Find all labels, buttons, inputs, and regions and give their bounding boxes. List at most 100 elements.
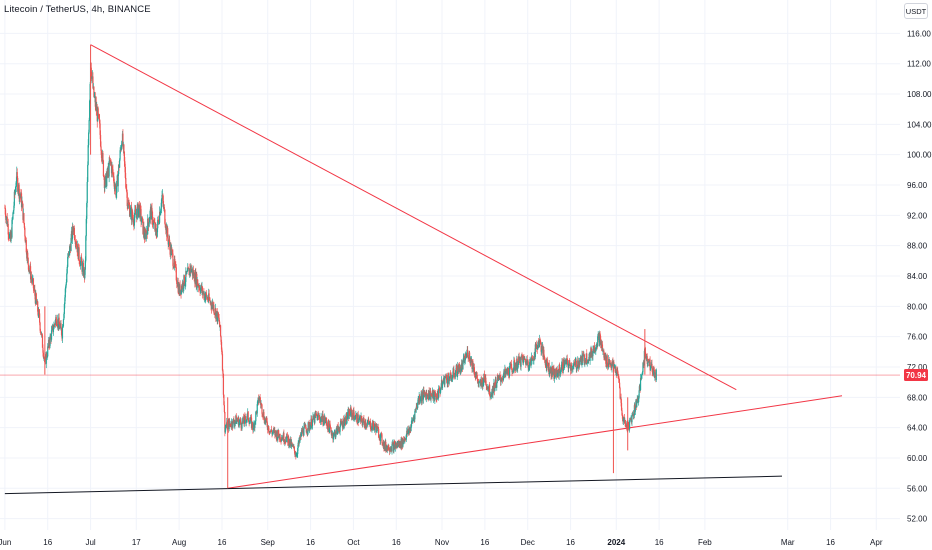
candle-body [133,217,135,226]
currency-button[interactable]: USDT [904,3,928,19]
candle-body [286,433,288,437]
candle-body [47,346,49,348]
candle-body [651,368,654,374]
candle-body [549,368,551,374]
candle-body [586,353,588,364]
candle-body [560,364,563,370]
candle-body [19,193,21,199]
candle-body [399,441,401,448]
candle-body [291,442,293,445]
candle-body [434,392,436,397]
candle-body [55,317,57,325]
candle-body [569,363,571,369]
candle-body [197,279,199,286]
x-tick-label: Mar [781,538,795,547]
candle-body [412,418,414,422]
candle-body [592,349,594,357]
candle-body [482,382,485,387]
candle-body [462,360,464,370]
candle-body [86,203,88,219]
candle-body [89,100,91,121]
candle-body [572,364,575,366]
candle-body [393,442,395,452]
candle-body [164,223,166,228]
candle-body [308,422,310,424]
candle-body [179,284,181,295]
candle-body [634,408,636,412]
descending-resistance-line [90,44,737,391]
candle-body [468,358,470,360]
candle-body [647,362,649,364]
candle-body [37,301,39,312]
candle-body [597,336,599,347]
candle-body [480,379,483,382]
price-axis[interactable]: 52.00 56.00 60.00 64.00 68.00 72.00 76.00 80.00… [907,29,932,523]
candle-body [505,371,507,374]
candle-body [438,388,440,398]
candle-body [329,427,332,428]
y-tick-label: 96.00 [907,181,928,190]
candle-body [207,300,209,302]
candle-body [151,211,154,225]
candle-body [639,377,642,391]
candle-body [318,414,320,417]
candle-body [156,236,158,238]
candle-body [344,417,346,424]
candle-body [523,356,525,360]
candle-body [648,359,650,362]
candle-body [587,359,589,361]
candle-body [544,357,546,363]
candle-body [268,425,270,432]
candle-body [5,217,7,220]
candle-body [187,267,189,269]
candle-body [99,119,101,124]
candle-body [98,114,100,120]
candle-body [365,422,367,427]
candle-body [333,432,335,438]
candle-body [134,209,136,218]
candle-body [15,181,17,188]
candle-body [346,417,348,420]
candle-body [532,358,535,361]
candle-body [138,208,140,217]
candle-body [150,207,153,220]
candle-body [100,146,102,151]
candle-body [599,335,602,345]
candle-body [422,390,425,400]
y-tick-label: 116.00 [907,29,931,38]
candle-body [157,219,159,221]
candle-body [508,368,510,376]
candle-body [599,333,601,336]
candle-body [527,361,529,369]
time-axis[interactable]: Jun 16 Jul 17 Aug 16 Sep 16 Oct 16 Nov 16 Dec 16 2024 1… [0,538,883,547]
candle-body [389,449,392,451]
candle-body [417,402,419,408]
candle-body [595,346,597,351]
candle-body [360,416,362,422]
candle-body [444,376,446,379]
y-tick-label: 76.00 [907,333,928,342]
candle-body [441,382,444,389]
candle-body [240,423,242,428]
candle-body [485,384,487,387]
candle-body [337,425,339,429]
candle-body [272,429,275,433]
candle-body [580,356,582,360]
candle-body [549,373,551,374]
candle-body [17,177,19,192]
candle-body [201,286,204,294]
candle-body [99,123,101,135]
candle-body [54,319,56,325]
candle-body [300,430,303,437]
candle-body [53,324,55,330]
candle-body [624,420,626,427]
candle-body [490,395,493,397]
candle-body [281,438,283,440]
candle-body [246,413,248,419]
candle-body [608,359,610,364]
candle-body [132,217,134,220]
candle-body [210,302,212,307]
candle-body [574,361,576,366]
candle-body [430,394,432,400]
